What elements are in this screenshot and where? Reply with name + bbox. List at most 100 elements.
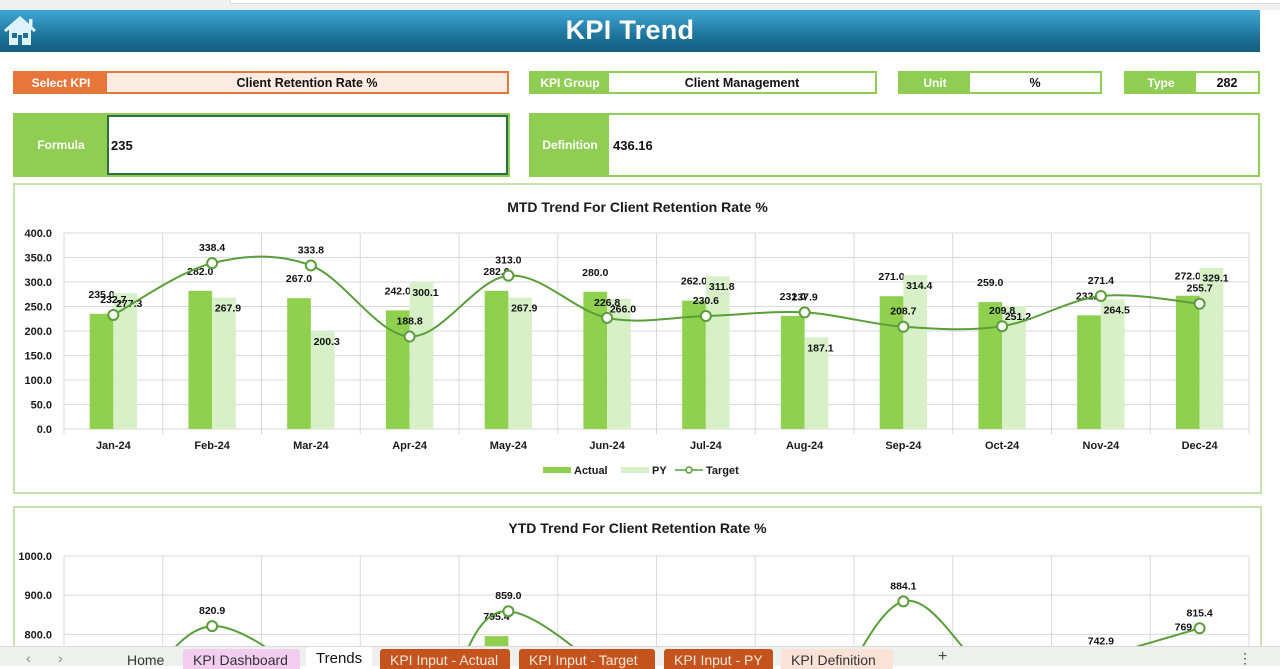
sheet-tab-bar: ‹ › Home KPI Dashboard Trends KPI Input … — [0, 646, 1280, 669]
formula-label: Formula — [15, 115, 107, 175]
svg-text:255.7: 255.7 — [1186, 283, 1212, 295]
mtd-chart-plot: 0.0 50.0 100.0 150.0 200.0 250.0 300.0 350.0 400… — [24, 228, 1250, 477]
svg-text:Mar-24: Mar-24 — [293, 440, 329, 452]
svg-text:Apr-24: Apr-24 — [392, 440, 428, 452]
svg-text:Sep-24: Sep-24 — [885, 440, 922, 452]
svg-text:350.0: 350.0 — [24, 253, 52, 265]
svg-text:267.9: 267.9 — [511, 303, 537, 315]
mtd-chart-title: MTD Trend For Client Retention Rate % — [507, 199, 768, 215]
svg-text:271.4: 271.4 — [1088, 275, 1114, 287]
svg-text:311.8: 311.8 — [709, 281, 735, 293]
svg-text:209.8: 209.8 — [989, 305, 1015, 317]
unit-field: Unit % — [898, 71, 1102, 94]
svg-text:Jul-24: Jul-24 — [690, 440, 723, 452]
tab-kpi-definition[interactable]: KPI Definition — [781, 649, 893, 669]
svg-text:742.9: 742.9 — [1088, 636, 1114, 648]
svg-text:Dec-24: Dec-24 — [1182, 440, 1219, 452]
svg-text:333.8: 333.8 — [298, 244, 324, 256]
tab-kpi-input-target[interactable]: KPI Input - Target — [519, 649, 655, 669]
page-title: KPI Trend — [565, 15, 695, 45]
svg-text:237.9: 237.9 — [791, 291, 817, 303]
svg-text:Jun-24: Jun-24 — [589, 440, 625, 452]
svg-text:280.0: 280.0 — [582, 267, 608, 279]
tab-trends[interactable]: Trends — [306, 647, 372, 667]
window-top-strip — [0, 0, 1280, 10]
more-options-icon[interactable]: ⋮ — [1238, 650, 1252, 666]
svg-text:231.0: 231.0 — [780, 291, 806, 303]
svg-text:Feb-24: Feb-24 — [194, 440, 230, 452]
svg-text:0.0: 0.0 — [37, 424, 52, 436]
svg-text:1000.0: 1000.0 — [18, 551, 52, 563]
svg-text:400.0: 400.0 — [24, 228, 52, 240]
svg-text:859.0: 859.0 — [495, 590, 521, 602]
ytd-chart[interactable]: YTD Trend For Client Retention Rate % 80… — [13, 506, 1262, 658]
formula-bar-edge — [230, 0, 1280, 4]
svg-text:100.0: 100.0 — [24, 375, 52, 387]
kpi-group-label: KPI Group — [531, 73, 609, 92]
svg-text:242.0: 242.0 — [385, 285, 411, 297]
tab-kpi-input-actual[interactable]: KPI Input - Actual — [380, 649, 510, 669]
tab-home[interactable]: Home — [127, 652, 165, 668]
svg-text:235.0: 235.0 — [88, 289, 114, 301]
definition-field: Definition 436.16 — [529, 113, 1260, 177]
svg-text:Nov-24: Nov-24 — [1083, 440, 1121, 452]
type-value: 282 — [1216, 75, 1238, 90]
unit-value: % — [1029, 75, 1041, 90]
svg-text:338.4: 338.4 — [199, 242, 225, 254]
svg-text:Actual: Actual — [574, 465, 608, 477]
select-kpi-dropdown[interactable]: Client Retention Rate % — [107, 73, 507, 92]
svg-text:264.5: 264.5 — [1104, 304, 1130, 316]
svg-text:884.1: 884.1 — [890, 580, 916, 592]
svg-text:200.0: 200.0 — [24, 326, 52, 338]
svg-text:May-24: May-24 — [490, 440, 528, 452]
ytd-chart-title: YTD Trend For Client Retention Rate % — [508, 520, 767, 536]
svg-text:208.7: 208.7 — [890, 306, 916, 318]
unit-label: Unit — [900, 73, 970, 92]
prev-sheet-arrow[interactable]: ‹ — [26, 650, 31, 666]
svg-text:250.0: 250.0 — [24, 302, 52, 314]
svg-text:226.8: 226.8 — [594, 297, 620, 309]
select-kpi-field: Select KPI Client Retention Rate % — [13, 71, 509, 94]
type-field: Type 282 — [1124, 71, 1260, 94]
svg-text:267.0: 267.0 — [286, 273, 312, 285]
svg-text:272.0: 272.0 — [1175, 271, 1201, 283]
svg-text:50.0: 50.0 — [31, 400, 52, 412]
svg-text:PY: PY — [652, 465, 667, 477]
header-banner: KPI Trend — [0, 10, 1260, 52]
mtd-chart[interactable]: MTD Trend For Client Retention Rate % 0.… — [13, 183, 1262, 494]
type-label: Type — [1126, 73, 1196, 92]
svg-text:230.6: 230.6 — [693, 295, 719, 307]
svg-text:300.1: 300.1 — [412, 287, 438, 299]
svg-text:815.4: 815.4 — [1186, 607, 1212, 619]
home-icon[interactable] — [2, 14, 38, 48]
svg-text:262.0: 262.0 — [681, 276, 707, 288]
svg-text:150.0: 150.0 — [24, 351, 52, 363]
formula-field: Formula 235 — [13, 113, 510, 177]
svg-text:Oct-24: Oct-24 — [985, 440, 1020, 452]
svg-text:187.1: 187.1 — [807, 342, 833, 354]
svg-text:329.1: 329.1 — [1202, 273, 1228, 285]
svg-text:900.0: 900.0 — [24, 590, 52, 602]
tab-kpi-input-py[interactable]: KPI Input - PY — [664, 649, 773, 669]
svg-text:266.0: 266.0 — [610, 304, 636, 316]
formula-value-cell[interactable]: 235 — [107, 115, 508, 175]
tab-kpi-dashboard[interactable]: KPI Dashboard — [183, 649, 300, 669]
ytd-chart-plot: 800.0900.01000.0795.4769.3820.9859.0884.… — [18, 551, 1250, 658]
kpi-group-field: KPI Group Client Management — [529, 71, 877, 94]
svg-text:259.0: 259.0 — [977, 277, 1003, 289]
svg-text:Aug-24: Aug-24 — [786, 440, 824, 452]
svg-text:Jan-24: Jan-24 — [96, 440, 132, 452]
svg-text:188.8: 188.8 — [396, 315, 422, 327]
svg-text:271.0: 271.0 — [878, 271, 904, 283]
svg-text:Target: Target — [706, 465, 739, 477]
svg-text:232.7: 232.7 — [100, 294, 126, 306]
svg-text:300.0: 300.0 — [24, 277, 52, 289]
next-sheet-arrow[interactable]: › — [58, 650, 63, 666]
select-kpi-label: Select KPI — [15, 73, 107, 92]
definition-value[interactable]: 436.16 — [613, 137, 653, 153]
svg-text:313.0: 313.0 — [495, 255, 521, 267]
add-sheet-button[interactable]: + — [938, 648, 948, 665]
definition-label: Definition — [531, 115, 609, 175]
svg-text:314.4: 314.4 — [906, 280, 932, 292]
svg-text:820.9: 820.9 — [199, 605, 225, 617]
